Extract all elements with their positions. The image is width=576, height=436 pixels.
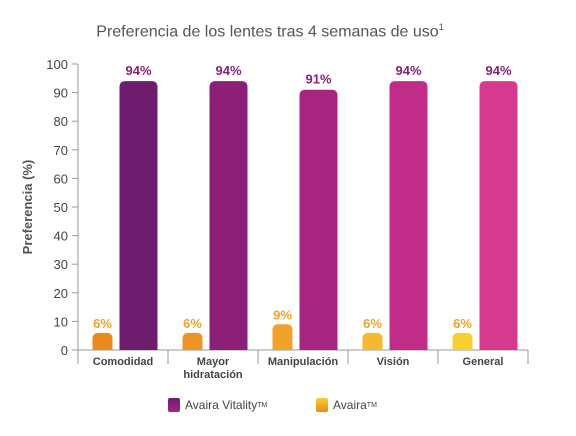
data-label-avaira-vitality: 94% bbox=[125, 63, 151, 78]
x-tick-label: Visión bbox=[377, 356, 410, 368]
bar-chart: 0 10 20 30 40 50 60 70 80 90 100 Preferencia (%) Com… bbox=[20, 57, 529, 381]
y-tick-label: 0 bbox=[61, 343, 68, 358]
y-tick-label: 20 bbox=[54, 286, 68, 301]
data-label-avaira-vitality: 94% bbox=[395, 63, 421, 78]
legend-item-avaira-vitality: Avaira Vitality TM bbox=[168, 398, 267, 412]
bar-avaira-vitality bbox=[299, 89, 338, 351]
chart-axes: 0 10 20 30 40 50 60 70 80 90 100 Preferencia (%) Com… bbox=[20, 57, 529, 381]
x-tick-label: hidratación bbox=[183, 369, 243, 381]
x-tick-label: Comodidad bbox=[93, 356, 154, 368]
chart-legend: Avaira Vitality TM Avaira TM bbox=[0, 398, 576, 422]
bar-avaira bbox=[182, 332, 203, 350]
y-tick-label: 60 bbox=[54, 171, 68, 186]
chart-labels: 6% 94% 6% 94% 9% 91% 6% 94% 6% 94% bbox=[93, 63, 512, 331]
x-tick-label: Mayor bbox=[197, 356, 230, 368]
data-label-avaira-vitality: 94% bbox=[485, 63, 511, 78]
bar-avaira bbox=[362, 332, 383, 350]
y-tick-label: 100 bbox=[46, 57, 68, 72]
y-tick-label: 50 bbox=[54, 200, 68, 215]
y-tick-label: 30 bbox=[54, 257, 68, 272]
data-label-avaira-vitality: 94% bbox=[215, 63, 241, 78]
legend-label-avaira: Avaira bbox=[333, 398, 367, 412]
bar-avaira bbox=[452, 332, 473, 350]
legend-swatch-avaira-vitality bbox=[168, 398, 180, 412]
chart-bars bbox=[92, 81, 518, 351]
chart-title: Preferencia de los lentes tras 4 semanas… bbox=[96, 22, 444, 41]
bar-avaira bbox=[92, 332, 113, 350]
y-tick-label: 90 bbox=[54, 86, 68, 101]
bar-avaira bbox=[272, 324, 293, 350]
data-label-avaira-vitality: 91% bbox=[305, 72, 331, 87]
data-label-avaira: 6% bbox=[93, 316, 112, 331]
legend-label-avaira-vitality: Avaira Vitality bbox=[185, 398, 258, 412]
y-axis-label: Preferencia (%) bbox=[20, 160, 35, 255]
bar-avaira-vitality bbox=[119, 81, 158, 350]
x-tick-label: General bbox=[463, 356, 504, 368]
legend-swatch-avaira bbox=[316, 398, 328, 412]
data-label-avaira: 6% bbox=[363, 316, 382, 331]
y-tick-label: 70 bbox=[54, 143, 68, 158]
bar-avaira-vitality bbox=[389, 81, 428, 350]
bar-avaira-vitality bbox=[479, 81, 518, 350]
y-tick-label: 10 bbox=[54, 314, 68, 329]
legend-item-avaira: Avaira TM bbox=[316, 398, 377, 412]
y-tick-label: 80 bbox=[54, 114, 68, 129]
data-label-avaira: 6% bbox=[453, 316, 472, 331]
data-label-avaira: 9% bbox=[273, 307, 292, 322]
bar-avaira-vitality bbox=[209, 81, 248, 350]
data-label-avaira: 6% bbox=[183, 316, 202, 331]
x-tick-label: Manipulación bbox=[268, 356, 339, 368]
y-tick-label: 40 bbox=[54, 229, 68, 244]
